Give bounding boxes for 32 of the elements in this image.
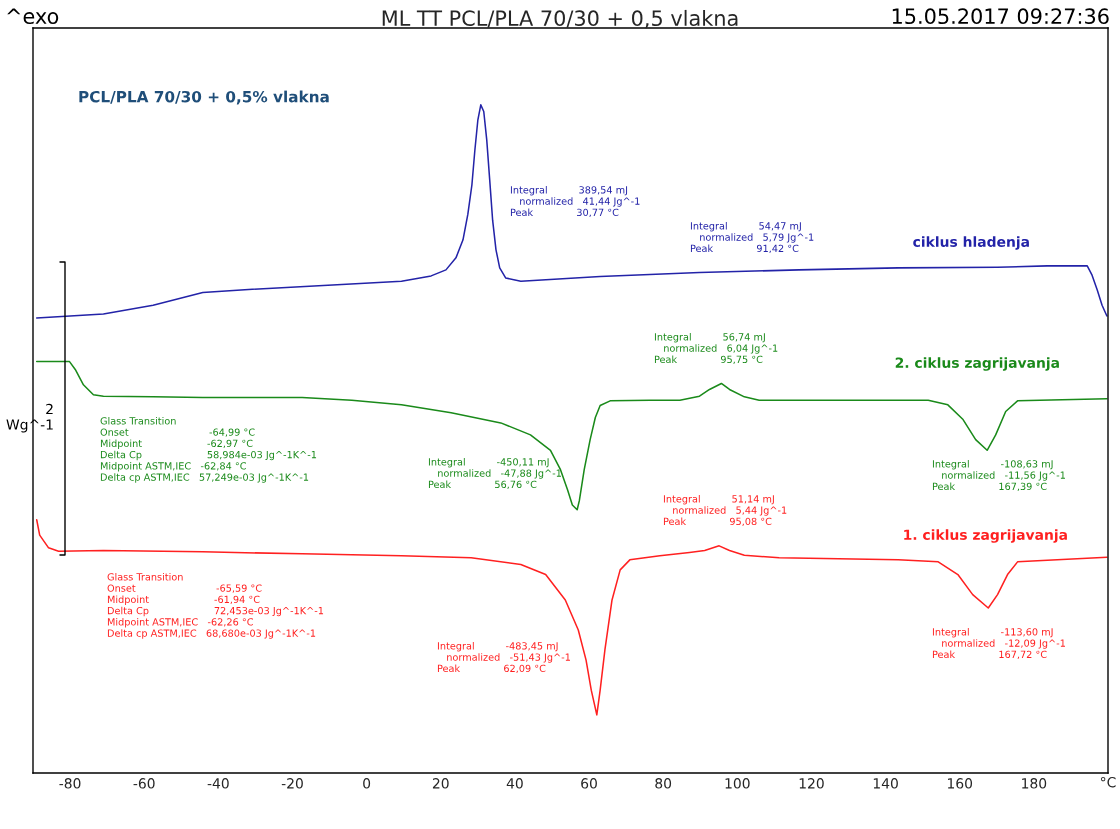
annotation: Glass Transition Onset -65,59 °C Midpoint -61,94 °C Delta Cp 72,453e-03 Jg^-1K^-1 Midpoint ASTM,IEC -62,26 °C Delta cp ASTM,IEC 68,680e-03 Jg^-1K^-1	[107, 573, 324, 639]
x-tick-label: 60	[581, 778, 597, 789]
annotation: Integral 54,47 mJ normalized 5,79 Jg^-1 Peak 91,42 °C	[690, 222, 814, 254]
x-tick-label: 140	[873, 778, 898, 789]
x-tick-label: 160	[947, 778, 973, 789]
annotation: Integral -450,11 mJ normalized -47,88 Jg^-1 Peak 56,76 °C	[428, 458, 561, 490]
chart-subtitle: PCL/PLA 70/30 + 0,5% vlakna	[79, 90, 329, 105]
x-tick-label: -80	[59, 778, 81, 789]
text: 2. ciklus zagrijavanja	[895, 357, 1059, 371]
annotation: Integral -113,60 mJ normalized -12,09 Jg^-1 Peak 167,72 °C	[932, 628, 1065, 660]
x-tick-label: -60	[133, 778, 155, 789]
series-label: 1. ciklus zagrijavanja	[904, 529, 1067, 543]
x-tick-label: 80	[655, 778, 672, 789]
x-tick-label: 40	[506, 778, 523, 789]
annotation: Integral -108,63 mJ normalized -11,56 Jg^-1 Peak 167,39 °C	[932, 460, 1065, 492]
x-tick-label: 180	[1022, 778, 1047, 789]
x-tick-label: 100	[725, 778, 750, 789]
annotation: Integral 56,74 mJ normalized 6,04 Jg^-1 Peak 95,75 °C	[654, 333, 778, 365]
x-axis-title: °C	[1101, 776, 1116, 788]
annotation: Glass Transition Onset -64,99 °C Midpoint -62,97 °C Delta Cp 58,984e-03 Jg^-1K^-1 Midpoint ASTM,IEC -62,84 °C Delta cp ASTM,IEC 57,249e-03 Jg^-1K^-1	[100, 417, 317, 483]
x-tick-label: 0	[363, 778, 371, 789]
x-tick-label: 120	[799, 778, 824, 789]
series-label: ciklus hladenja	[913, 236, 1029, 250]
x-tick-label: -20	[281, 778, 303, 789]
x-tick-label: -40	[207, 778, 229, 789]
annotation: Integral 389,54 mJ normalized 41,44 Jg^-1 Peak 30,77 °C	[510, 186, 640, 218]
text: ^exo	[7, 8, 59, 25]
text: 15.05.2017 09:27:36	[892, 8, 1109, 25]
annotation: Integral -483,45 mJ normalized -51,43 Jg^-1 Peak 62,09 °C	[437, 642, 570, 674]
chart-title: ML TT PCL/PLA 70/30 + 0,5 vlakna	[382, 9, 738, 29]
annotation: Integral 51,14 mJ normalized 5,44 Jg^-1 Peak 95,08 °C	[663, 495, 787, 527]
x-tick-label: 20	[432, 778, 449, 789]
